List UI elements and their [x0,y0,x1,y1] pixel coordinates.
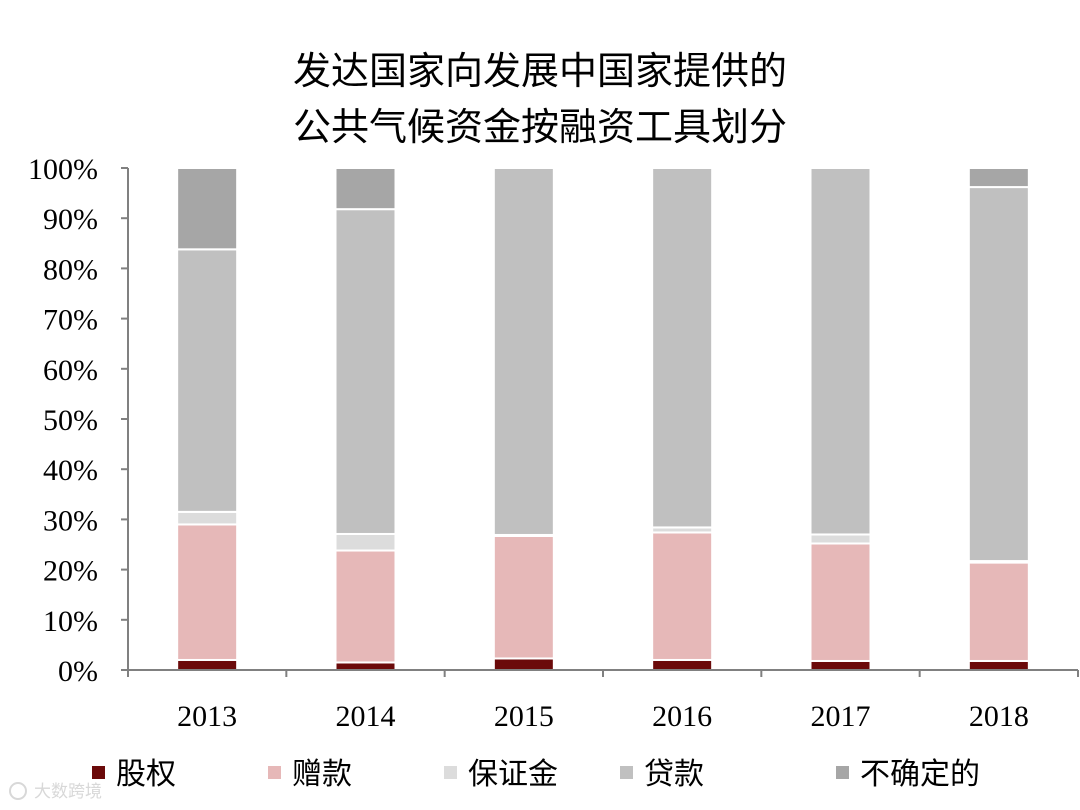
bar-2015-series-0 [492,657,555,671]
legend-label: 赠款 [292,757,352,792]
bar-2014-series-1 [334,549,397,664]
bar-2018-series-4 [967,167,1030,189]
bar-2016-series-1 [651,531,714,661]
legend-label: 不确定的 [860,757,980,792]
legend-item: 保证金 [444,757,558,792]
legend-swatch [836,766,849,779]
x-tick-label: 2014 [336,700,396,733]
bar-2017-series-1 [809,542,872,662]
chart-title-line-1: 发达国家向发展中国家提供的 [293,49,787,93]
bar-2014-series-3 [334,208,397,535]
y-tick-label: 60% [43,354,98,387]
bar-2017-series-3 [809,167,872,536]
chart-title: 发达国家向发展中国家提供的 公共气候资金按融资工具划分 [293,49,787,149]
watermark-logo-icon [9,782,27,800]
x-tick-label: 2016 [652,700,712,733]
legend-label: 贷款 [644,757,704,792]
bar-2017-series-0 [809,659,872,671]
watermark: 大数跨境 [9,782,102,802]
x-tick-label: 2018 [969,700,1029,733]
bar-2018-series-0 [967,659,1030,671]
bar-2013-series-0 [176,658,239,672]
watermark-text: 大数跨境 [34,782,102,802]
bar-2017-series-2 [809,533,872,545]
y-tick-label: 80% [43,253,98,286]
y-tick-label: 0% [58,655,98,688]
y-tick-label: 70% [43,304,98,337]
axes-group: 0% 10% 20% 30% 40% 50% 60% 70% 80% 90% 100% 2013 201… [28,153,1079,733]
chart-title-line-2: 公共气候资金按融资工具划分 [293,105,787,149]
legend-swatch [620,766,633,779]
y-tick-label: 50% [43,404,98,437]
bar-2016-series-3 [651,167,714,529]
legend-swatch [268,766,281,779]
bar-2014-series-0 [334,661,397,671]
y-tick-label: 30% [43,504,98,537]
bar-2015-series-3 [492,167,555,536]
bar-2015-series-1 [492,534,555,660]
legend-item: 贷款 [620,757,704,792]
legend-swatch [92,766,105,779]
bar-2013-series-3 [176,248,239,513]
y-tick-label: 100% [28,153,98,186]
y-tick-label: 90% [43,203,98,236]
y-tick-label: 40% [43,454,98,487]
legend-swatch [444,766,457,779]
bar-2014-series-4 [334,167,397,211]
legend-label: 股权 [116,757,176,792]
legend-label: 保证金 [468,757,558,792]
y-tick-label: 20% [43,555,98,588]
legend-item: 股权 [92,757,176,792]
bar-2013-series-2 [176,510,239,526]
legend-item: 不确定的 [836,757,980,792]
bar-2018-series-1 [967,561,1030,662]
legend: 股权 赠款 保证金 贷款 不确定的 [92,757,980,792]
x-tick-label: 2013 [177,700,237,733]
bars-group [176,167,1030,672]
legend-item: 赠款 [268,757,352,792]
bar-2013-series-1 [176,523,239,661]
bar-2014-series-2 [334,532,397,552]
y-tick-label: 10% [43,605,98,638]
bar-2016-series-0 [651,658,714,672]
x-tick-label: 2017 [811,700,871,733]
x-tick-label: 2015 [494,700,554,733]
bar-2013-series-4 [176,167,239,251]
bar-2018-series-3 [967,186,1030,563]
